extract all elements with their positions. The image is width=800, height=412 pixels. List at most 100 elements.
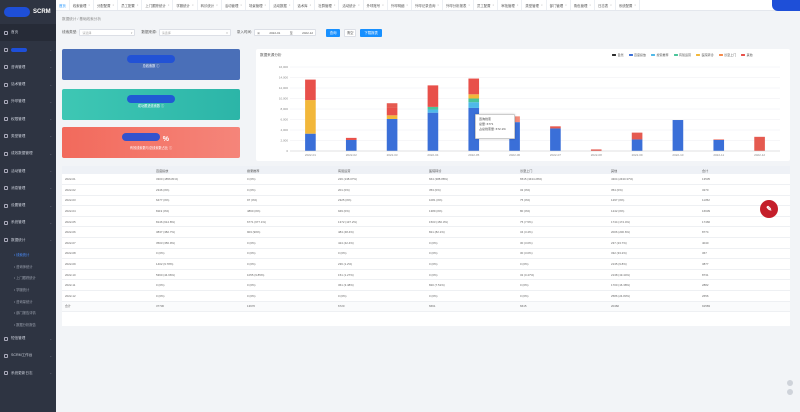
bar-segment[interactable] — [550, 128, 561, 151]
tab-23[interactable]: 系统配置 × — [616, 0, 641, 10]
sidebar-item-3[interactable]: 话术管理 ⌄ — [0, 76, 56, 93]
close-icon[interactable]: × — [167, 3, 170, 7]
bar-segment[interactable] — [468, 78, 480, 95]
tab-19[interactable]: 类型管理 × — [522, 0, 547, 10]
bar-segment[interactable] — [550, 126, 561, 129]
close-icon[interactable]: × — [288, 3, 291, 7]
bar-segment[interactable] — [468, 94, 480, 99]
legend-item[interactable]: 有赞运营 — [673, 53, 691, 57]
close-icon[interactable]: × — [540, 3, 543, 7]
sidebar-bottom-item-2[interactable]: 系统更新日志 ⌄ — [0, 365, 56, 382]
close-icon[interactable]: × — [264, 3, 267, 7]
date-range-picker[interactable]: ▣ 2022-01 至 2022-12 — [254, 29, 317, 36]
tab-3[interactable]: 员工配置 × — [118, 0, 143, 10]
sidebar-item-5[interactable]: 权限管理 ⌄ — [0, 110, 56, 127]
tab-15[interactable]: 外呼记录查询 × — [412, 0, 443, 10]
tab-22[interactable]: 日志表 × — [595, 0, 616, 10]
sidebar-subitem-0[interactable]: • 线索统计 — [14, 253, 30, 258]
tab-9[interactable]: 活动数据 × — [270, 0, 295, 10]
tab-5[interactable]: 学服统计 × — [173, 0, 198, 10]
tab-20[interactable]: 部门管理 × — [547, 0, 571, 10]
tab-12[interactable]: 活动统计 × — [339, 0, 364, 10]
close-icon[interactable]: × — [136, 3, 139, 7]
feedback-icon[interactable] — [787, 380, 793, 386]
reset-button[interactable]: 清空 — [344, 28, 357, 37]
bar-segment[interactable] — [386, 103, 398, 108]
sidebar-item-10[interactable]: 设置管理 ⌄ — [0, 197, 56, 214]
bar-segment[interactable] — [427, 109, 439, 113]
search-button[interactable]: 查询 — [326, 28, 341, 37]
bar-segment[interactable] — [427, 85, 439, 107]
back-to-top-icon[interactable] — [787, 389, 793, 395]
close-icon[interactable]: × — [492, 3, 495, 7]
legend-item[interactable]: 医院转诊 — [696, 53, 714, 57]
bar-segment[interactable] — [305, 79, 316, 101]
bar-segment[interactable] — [345, 137, 357, 140]
close-icon[interactable]: × — [634, 3, 637, 7]
column-header[interactable]: 合计 — [699, 166, 790, 174]
sidebar-subitem-5[interactable]: • 部门报告详情 — [14, 311, 36, 316]
column-header[interactable]: 百度投放 — [153, 166, 244, 174]
close-icon[interactable]: × — [88, 3, 90, 7]
bar-segment[interactable] — [386, 118, 398, 151]
column-header[interactable]: 其他 — [608, 166, 699, 174]
clue-type-select[interactable]: 请选择 ▾ — [79, 29, 136, 36]
tab-2[interactable]: 分配配置 × — [94, 0, 119, 10]
bar-segment[interactable] — [631, 132, 643, 140]
tab-1[interactable]: 线索管理 × — [70, 0, 94, 10]
close-icon[interactable]: × — [468, 3, 470, 7]
sidebar-item-11[interactable]: 系统管理 ⌄ — [0, 214, 56, 231]
tab-14[interactable]: 外呼明细 × — [388, 0, 413, 10]
bar-segment[interactable] — [386, 107, 398, 116]
close-icon[interactable]: × — [216, 3, 218, 7]
bar-segment[interactable] — [345, 139, 357, 151]
tab-4[interactable]: 上门跟踪统计 × — [142, 0, 174, 10]
sidebar-item-1[interactable]: ⌄ — [0, 41, 56, 58]
tab-11[interactable]: 社群管理 × — [315, 0, 340, 10]
close-icon[interactable]: × — [406, 3, 409, 7]
sidebar-item-0[interactable]: 首页 — [0, 24, 56, 42]
sidebar-item-7[interactable]: 成效数据管理 ⌄ — [0, 145, 56, 162]
bar-segment[interactable] — [386, 115, 398, 119]
sidebar-item-12[interactable]: 数据统计 ⌄ — [0, 232, 56, 249]
column-header[interactable]: 诊室上门 — [517, 166, 608, 174]
close-icon[interactable]: × — [382, 3, 384, 7]
close-icon[interactable]: × — [357, 3, 360, 7]
tab-6[interactable]: 转诊统计 × — [198, 0, 222, 10]
sidebar-subitem-2[interactable]: • 上门跟踪统计 — [14, 276, 36, 281]
sidebar-bottom-item-0[interactable]: 短信管理 ⌄ — [0, 330, 56, 347]
sidebar-subitem-1[interactable]: • 咨询师统计 — [14, 264, 33, 269]
tab-7[interactable]: 活动管理 × — [222, 0, 246, 10]
tab-18[interactable]: 审批管理 × — [498, 0, 523, 10]
column-header[interactable] — [62, 166, 153, 174]
close-icon[interactable]: × — [437, 3, 439, 7]
floating-help-icon[interactable]: ✎ — [760, 200, 778, 218]
close-icon[interactable]: × — [589, 3, 591, 7]
bar-segment[interactable] — [590, 149, 602, 151]
close-icon[interactable]: × — [191, 3, 194, 7]
legend-item[interactable]: 百度投放 — [628, 53, 646, 57]
bar-segment[interactable] — [754, 136, 765, 151]
bar-segment[interactable] — [713, 139, 725, 140]
source-select[interactable]: 请选择 ▾ — [158, 29, 231, 36]
close-icon[interactable]: × — [240, 3, 242, 7]
bar-segment[interactable] — [305, 133, 316, 151]
bar-segment[interactable] — [468, 102, 480, 108]
sidebar-bottom-item-1[interactable]: SCRM工作台 ⌄ — [0, 347, 56, 364]
tab-13[interactable]: 外呼账号 × — [364, 0, 388, 10]
close-icon[interactable]: × — [565, 3, 567, 7]
close-icon[interactable]: × — [309, 3, 312, 7]
sidebar-subitem-4[interactable]: • 咨询量统计 — [14, 299, 33, 304]
tab-8[interactable]: 场景管理 × — [246, 0, 271, 10]
close-icon[interactable]: × — [516, 3, 519, 7]
close-icon[interactable]: × — [610, 3, 612, 7]
bar-segment[interactable] — [713, 139, 725, 151]
tab-0[interactable]: 首页 — [56, 0, 70, 10]
sidebar-item-6[interactable]: 类型管理 ⌄ — [0, 128, 56, 145]
tab-10[interactable]: 话术库 × — [294, 0, 316, 10]
legend-item[interactable]: 搜索推荐 — [651, 53, 669, 57]
legend-item[interactable]: 诊室上门 — [718, 53, 736, 57]
close-icon[interactable]: × — [112, 3, 115, 7]
sidebar-item-8[interactable]: 活动管理 ⌄ — [0, 162, 56, 179]
bar-segment[interactable] — [468, 98, 480, 103]
